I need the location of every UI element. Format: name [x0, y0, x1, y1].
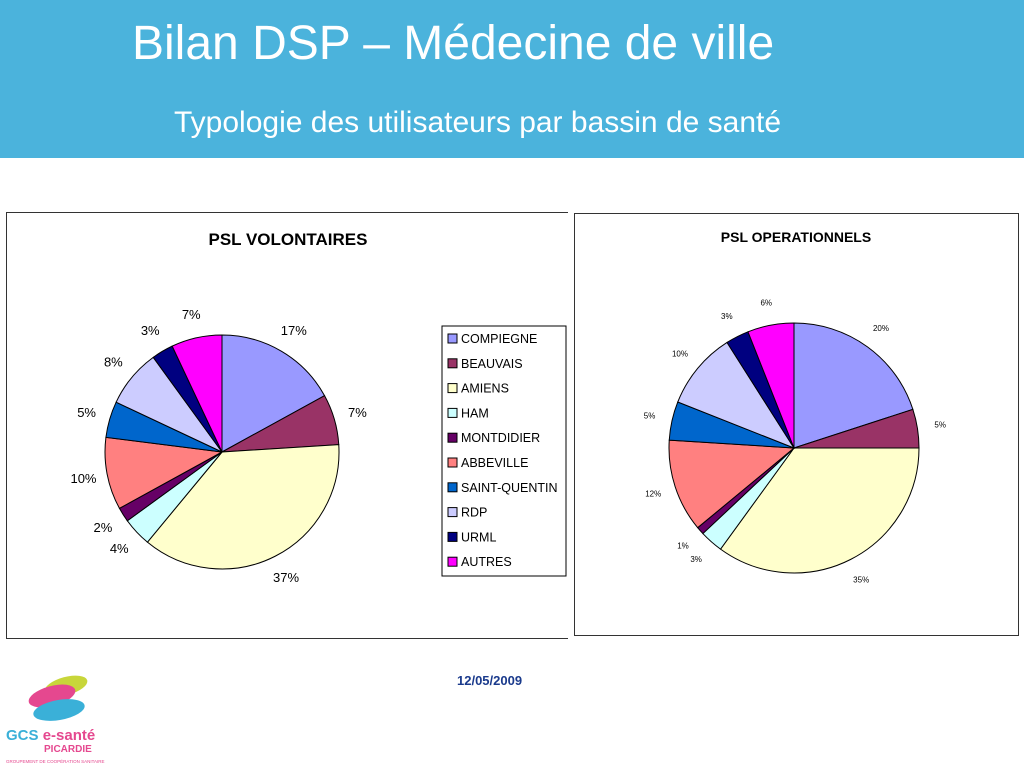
- volontaires-slice-abbeville: [104, 436, 224, 510]
- legend-label-abbeville: ABBEVILLE: [461, 456, 528, 470]
- legend-swatch-saint-quentin: [447, 482, 458, 493]
- volontaires-label-urml: 3%: [141, 323, 160, 338]
- operationnels-slice-abbeville: [668, 439, 796, 529]
- chart-title-volontaires: PSL VOLONTAIRES: [208, 230, 367, 249]
- panel-divider: [568, 212, 572, 642]
- volontaires-label-montdidier: 2%: [94, 520, 113, 535]
- operationnels-label-ham: 3%: [690, 555, 702, 564]
- legend-label-amiens: AMIENS: [461, 382, 509, 396]
- svg-text:GCS e-santé: GCS e-santé: [6, 727, 95, 744]
- volontaires-label-autres: 7%: [182, 307, 201, 322]
- volontaires-label-beauvais: 7%: [348, 405, 367, 420]
- operationnels-label-autres: 6%: [760, 298, 772, 307]
- operationnels-label-saint-quentin: 5%: [644, 412, 656, 421]
- legend-swatch-amiens: [447, 383, 458, 394]
- legend-swatch-urml: [447, 531, 458, 542]
- legend-swatch-rdp: [447, 507, 458, 518]
- operationnels-label-abbeville: 12%: [645, 490, 661, 499]
- volontaires-label-amiens: 37%: [273, 570, 299, 585]
- volontaires-label-saint-quentin: 5%: [77, 405, 96, 420]
- svg-text:PICARDIE: PICARDIE: [44, 744, 92, 755]
- legend-swatch-autres: [447, 556, 458, 567]
- pie-volontaires: 17% 7% 37% 4% 2% 10% 5% 8% 3% 7%: [70, 307, 367, 585]
- operationnels-label-urml: 3%: [721, 312, 733, 321]
- operationnels-slice-amiens: [719, 447, 920, 574]
- gcs-esante-logo: GCS e-santé PICARDIE GROUPEMENT DE COOPÉ…: [6, 675, 105, 764]
- operationnels-label-montdidier: 1%: [677, 542, 689, 551]
- pie-operationnels: 20%5%35%3%1%12%5%10%3%6%: [644, 298, 946, 584]
- legend-label-autres: AUTRES: [461, 555, 512, 569]
- operationnels-slice-autres: [747, 322, 795, 449]
- svg-text:GROUPEMENT DE COOPÉRATION SANI: GROUPEMENT DE COOPÉRATION SANITAIRE: [6, 758, 105, 764]
- legend: COMPIEGNE BEAUVAIS AMIENS HAM MONTDIDIER ABBE…: [441, 325, 567, 577]
- volontaires-slice-amiens: [146, 444, 340, 570]
- volontaires-slice-compiegne: [221, 334, 326, 453]
- legend-swatch-beauvais: [447, 358, 458, 369]
- operationnels-label-beauvais: 5%: [934, 421, 946, 430]
- legend-label-urml: URML: [461, 530, 496, 544]
- volontaires-label-rdp: 8%: [104, 355, 123, 370]
- legend-swatch-compiegne: [447, 333, 458, 344]
- header-banner: Bilan DSP – Médecine de ville Typologie …: [0, 0, 1024, 158]
- page-title: Bilan DSP – Médecine de ville: [132, 17, 775, 70]
- page-subtitle: Typologie des utilisateurs par bassin de…: [174, 106, 782, 139]
- operationnels-label-amiens: 35%: [853, 576, 869, 585]
- legend-swatch-abbeville: [447, 457, 458, 468]
- volontaires-label-compiegne: 17%: [281, 323, 307, 338]
- volontaires-slice-autres: [171, 334, 223, 453]
- chart-title-operationnels: PSL OPERATIONNELS: [721, 229, 871, 245]
- legend-label-rdp: RDP: [461, 506, 487, 520]
- operationnels-slice-compiegne: [793, 322, 914, 449]
- legend-box: [441, 325, 567, 577]
- footer-date: 12/05/2009: [457, 673, 523, 688]
- operationnels-label-rdp: 10%: [672, 349, 688, 358]
- volontaires-label-abbeville: 10%: [70, 471, 96, 486]
- legend-swatch-montdidier: [447, 432, 458, 443]
- legend-label-beauvais: BEAUVAIS: [461, 357, 523, 371]
- legend-label-montdidier: MONTDIDIER: [461, 431, 540, 445]
- operationnels-label-compiegne: 20%: [873, 324, 889, 333]
- legend-label-compiegne: COMPIEGNE: [461, 332, 537, 346]
- legend-swatch-ham: [447, 407, 458, 418]
- legend-label-ham: HAM: [461, 406, 489, 420]
- operationnels-slice-rdp: [677, 341, 796, 450]
- legend-label-saint-quentin: SAINT-QUENTIN: [461, 481, 558, 495]
- volontaires-label-ham: 4%: [110, 541, 129, 556]
